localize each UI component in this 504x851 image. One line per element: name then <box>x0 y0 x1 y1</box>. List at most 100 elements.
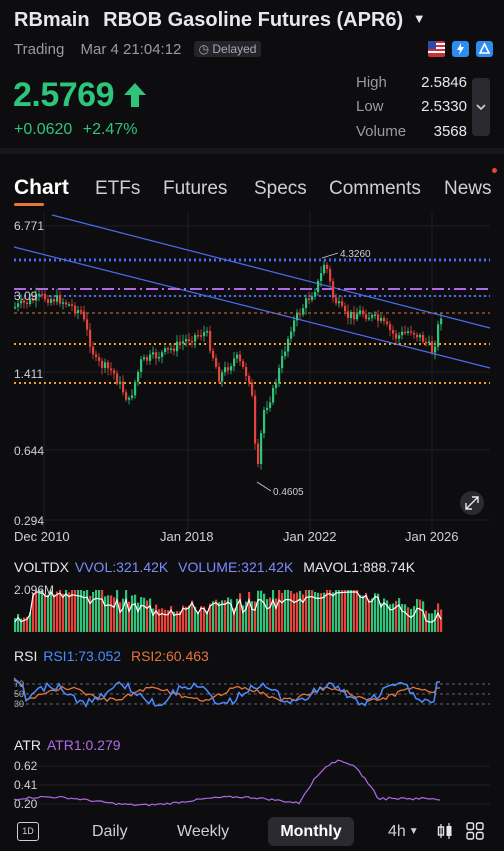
candle <box>251 382 254 396</box>
us-flag-icon[interactable] <box>428 41 445 57</box>
volume-bar <box>134 594 137 632</box>
candle <box>95 354 98 358</box>
candle <box>431 341 434 353</box>
volume-bar <box>26 616 29 632</box>
candles-icon[interactable] <box>436 822 454 840</box>
candle <box>41 293 44 296</box>
volume-bar <box>80 590 83 632</box>
low-label: Low <box>356 98 384 115</box>
candle <box>242 361 245 367</box>
candle <box>155 352 158 359</box>
rsi-chart[interactable]: 70 50 30 <box>0 670 504 718</box>
volume-bar <box>329 590 332 632</box>
candle <box>374 314 377 317</box>
volume-bar <box>155 604 158 632</box>
tab-chart[interactable]: Chart <box>14 176 69 199</box>
candle <box>86 319 89 330</box>
y-tick: 1.411 <box>14 367 43 381</box>
candle <box>383 317 386 322</box>
atr-tick: 0.41 <box>14 778 38 792</box>
volume-bar <box>431 613 434 632</box>
calendar-1d-icon[interactable]: 1D <box>17 822 39 841</box>
candle <box>245 366 248 377</box>
volume-bar <box>47 594 50 632</box>
volume-bar <box>350 590 353 632</box>
tab-specs[interactable]: Specs <box>254 178 307 199</box>
candle <box>362 310 365 315</box>
candle <box>35 294 38 301</box>
candle <box>65 302 68 305</box>
tab-futures[interactable]: Futures <box>163 178 228 199</box>
y-tick: 0.294 <box>14 514 44 528</box>
volume-bar <box>170 606 173 632</box>
candle <box>218 366 221 382</box>
fullscreen-button[interactable] <box>460 491 484 515</box>
candle <box>410 331 413 333</box>
candle <box>407 331 410 333</box>
candle <box>176 341 179 352</box>
volume-bar <box>44 593 47 632</box>
expand-quote-button[interactable] <box>472 78 490 136</box>
grid-icon[interactable] <box>466 822 484 840</box>
timeframe-daily[interactable]: Daily <box>92 823 128 840</box>
volume-bar <box>257 590 260 632</box>
volume-bar <box>197 611 200 632</box>
low-marker-label: 0.4605 <box>273 487 304 498</box>
volume-bar <box>104 596 107 632</box>
chevron-down-icon[interactable]: ▼ <box>412 11 426 26</box>
candle <box>308 298 311 300</box>
voltdx-header[interactable]: VOLTDX VVOL:321.42K VOLUME:321.42K MAVOL… <box>14 559 416 575</box>
tab-comments[interactable]: Comments <box>329 178 421 199</box>
candle <box>257 443 260 464</box>
candle <box>38 293 41 296</box>
candle <box>269 402 272 408</box>
y-tick: 3.09 <box>14 289 38 303</box>
volume-bar <box>95 590 98 632</box>
volume-chart[interactable]: 2.096M <box>0 578 504 634</box>
volume-bar <box>209 603 212 632</box>
candle <box>233 358 236 367</box>
volume-bar <box>215 599 218 632</box>
volume-bar <box>401 603 404 632</box>
volume-bar <box>41 590 44 632</box>
volume-bar <box>284 590 287 632</box>
tab-etfs[interactable]: ETFs <box>95 178 141 199</box>
candle <box>326 264 329 269</box>
candle <box>47 299 50 303</box>
timeframe-weekly[interactable]: Weekly <box>177 823 230 840</box>
candle <box>389 324 392 331</box>
delayed-badge: ◷ Delayed <box>193 41 262 57</box>
price-chart[interactable]: 4.3260 0.4605 6.771 3.09 1.411 0.644 0.2… <box>0 212 504 552</box>
atr-chart[interactable]: 0.62 0.41 0.20 <box>0 756 504 810</box>
candle <box>335 297 338 304</box>
volume-bar <box>86 590 89 632</box>
chevron-down-icon: ▼ <box>408 826 419 837</box>
volume-bar <box>323 592 326 632</box>
volume-bar <box>305 590 308 632</box>
candle <box>125 392 128 400</box>
tab-news[interactable]: News <box>444 178 492 199</box>
interval-selector[interactable]: 4h ▼ <box>388 823 419 840</box>
instrument-title[interactable]: RBmain RBOB Gasoline Futures (APR6) ▼ <box>14 9 426 32</box>
timeframe-monthly[interactable]: Monthly <box>268 817 354 846</box>
y-tick: 6.771 <box>14 219 44 233</box>
volume-bar <box>83 590 86 632</box>
volume-bar <box>383 598 386 632</box>
rsi-header[interactable]: RSI RSI1:73.052 RSI2:60.463 <box>14 648 209 664</box>
y-tick: 0.644 <box>14 444 44 458</box>
notification-icon[interactable] <box>476 41 493 57</box>
candle <box>278 368 281 384</box>
volume-bar <box>290 590 293 632</box>
candle <box>254 395 257 444</box>
volume-bar <box>35 590 38 632</box>
volume-bar <box>140 597 143 632</box>
volume-bar <box>380 602 383 632</box>
volume-bar <box>122 598 125 632</box>
lightning-icon[interactable] <box>452 41 469 57</box>
candle <box>200 335 203 337</box>
trend-line-lower <box>13 246 491 369</box>
candle <box>194 335 197 342</box>
atr-header[interactable]: ATR ATR1:0.279 <box>14 737 121 753</box>
candle <box>197 335 200 337</box>
volume-bar <box>32 593 35 632</box>
